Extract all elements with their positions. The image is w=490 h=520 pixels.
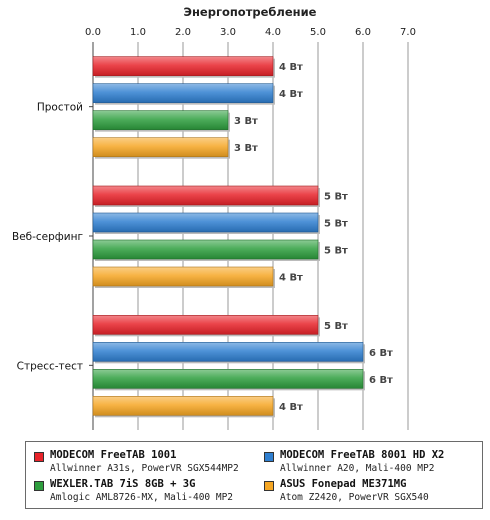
x-tick-label: 7.0 [400,27,416,38]
legend-detail: Atom Z2420, PowerVR SGX540 [280,492,429,503]
legend-item-1: MODECOM FreeTAB 1001 Allwinner A31s, Pow… [34,449,249,479]
legend-swatch [34,481,44,491]
legend-swatch [34,452,44,462]
legend-name: MODECOM FreeTAB 8001 HD X2 [280,449,445,461]
bar [92,342,364,362]
bar [92,266,274,287]
bar-value-label: 5 Вт [324,321,348,332]
bar-value-label: 4 Вт [279,402,303,413]
bar-value-label: 3 Вт [234,116,258,127]
bar-value-label: 5 Вт [324,192,348,203]
bar [92,396,274,416]
bar [92,369,364,389]
bars: 4 Вт 4 Вт 3 Вт 3 Вт 5 Вт 5 Вт 5 Вт 4 Вт 5 Вт 6 Вт… [92,56,393,418]
bar-value-label: 4 Вт [279,273,303,284]
x-tick-label: 5.0 [310,27,326,38]
category-labels: Простой Веб-серфинг Стресс-тест [12,102,93,372]
bar-value-label: 6 Вт [369,348,393,359]
bar [92,137,229,157]
category-label: Веб-серфинг [12,231,83,243]
legend-name: MODECOM FreeTAB 1001 [50,449,177,461]
legend: MODECOM FreeTAB 1001 Allwinner A31s, Pow… [25,441,483,509]
bar [92,212,319,233]
x-tick-label: 0.0 [85,27,101,38]
bar [92,110,229,130]
bar [92,83,274,103]
legend-name: WEXLER.TAB 7iS 8GB + 3G [50,478,196,490]
x-axis-ticks: 0.0 1.0 2.0 3.0 4.0 5.0 6.0 7.0 [85,27,416,38]
x-tick-label: 4.0 [265,27,281,38]
legend-detail: Amlogic AML8726-MX, Mali-400 MP2 [50,492,234,503]
category-label: Стресс-тест [17,360,83,372]
bar-value-label: 4 Вт [279,62,303,73]
legend-item-2: MODECOM FreeTAB 8001 HD X2 Allwinner A20… [264,449,479,479]
legend-item-3: WEXLER.TAB 7iS 8GB + 3G Amlogic AML8726-… [34,478,249,508]
bar-value-label: 5 Вт [324,246,348,257]
bar [92,56,274,76]
x-tick-label: 3.0 [220,27,236,38]
bar-value-label: 5 Вт [324,219,348,230]
x-tick-label: 6.0 [355,27,371,38]
chart-title: Энергопотребление [184,5,317,19]
legend-swatch [264,481,274,491]
chart: Энергопотребление 0.0 1.0 2.0 3.0 4.0 5.0 6.0 7… [12,5,416,430]
bar [92,185,319,206]
category-label: Простой [37,102,83,114]
bar-value-label: 6 Вт [369,375,393,386]
bar-value-label: 4 Вт [279,89,303,100]
legend-detail: Allwinner A20, Mali-400 MP2 [280,463,435,474]
bar [92,239,319,260]
legend-swatch [264,452,274,462]
bar [92,315,319,335]
x-tick-label: 1.0 [130,27,146,38]
legend-detail: Allwinner A31s, PowerVR SGX544MP2 [50,463,239,474]
legend-item-4: ASUS Fonepad ME371MG Atom Z2420, PowerVR… [264,478,479,508]
bar-value-label: 3 Вт [234,143,258,154]
x-tick-label: 2.0 [175,27,191,38]
legend-name: ASUS Fonepad ME371MG [280,478,407,490]
